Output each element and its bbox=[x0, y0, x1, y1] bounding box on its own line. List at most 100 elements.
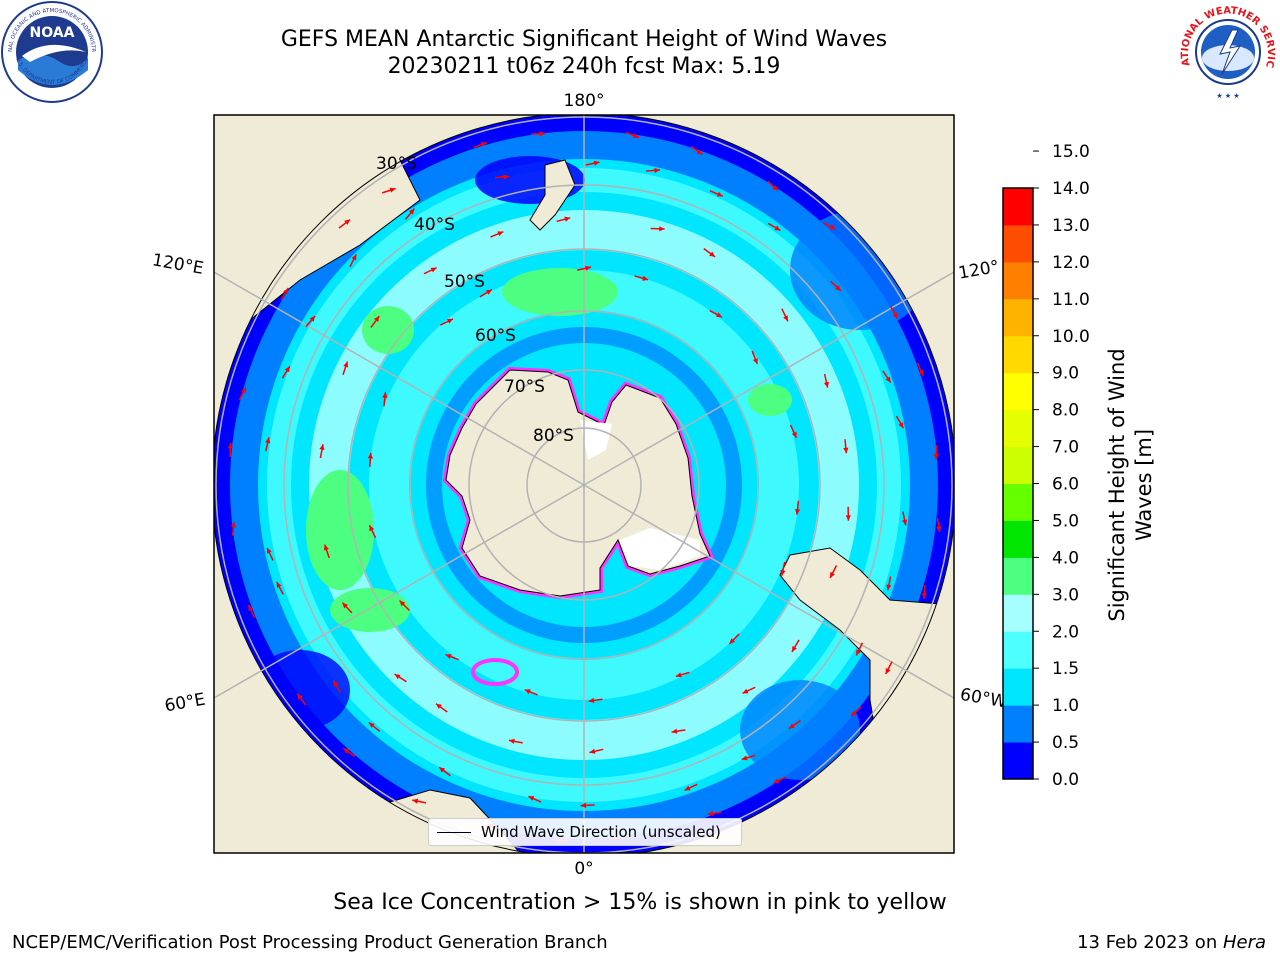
wave-arrow-head bbox=[902, 519, 908, 526]
wave-arrow-head bbox=[659, 226, 665, 232]
credit-machine: Hera bbox=[1222, 932, 1266, 953]
legend-label: Wind Wave Direction (unscaled) bbox=[481, 823, 721, 841]
wave-arrow-head bbox=[588, 697, 595, 703]
wave-arrow-head bbox=[921, 593, 927, 599]
wave-arrow-head bbox=[850, 710, 857, 717]
wave-arrow-head bbox=[885, 668, 891, 675]
wave-arrow-head bbox=[632, 133, 639, 138]
wave-arrow-head bbox=[791, 645, 797, 652]
wave-arrow-head bbox=[265, 437, 271, 444]
wave-arrow-head bbox=[394, 674, 401, 680]
wave-arrow-head bbox=[430, 267, 437, 273]
wave-arrow-head bbox=[845, 515, 851, 521]
wave-arrow-head bbox=[791, 431, 797, 438]
wave-arrow-head bbox=[716, 312, 723, 318]
lat-label: 50°S bbox=[444, 272, 485, 292]
wave-arrow-head bbox=[892, 312, 898, 319]
wave-arrow-head bbox=[284, 366, 290, 373]
wave-patch bbox=[502, 268, 618, 316]
lon-label-60e: 60°E bbox=[163, 690, 207, 717]
wave-arrow-head bbox=[369, 525, 375, 532]
wave-arrow-head bbox=[774, 225, 781, 231]
wave-arrow-head bbox=[936, 526, 942, 533]
wave-arrow-head bbox=[684, 785, 691, 791]
wave-arrow-head bbox=[283, 288, 289, 295]
wave-arrow-head bbox=[933, 453, 939, 460]
wave-arrow-head bbox=[524, 689, 531, 695]
wave-arrow-head bbox=[772, 185, 779, 191]
wave-patch bbox=[748, 384, 792, 416]
wave-arrow-head bbox=[794, 509, 801, 515]
wave-arrow-head bbox=[675, 672, 682, 678]
wave-patch bbox=[330, 588, 410, 632]
wave-arrow-head bbox=[742, 688, 749, 694]
wave-arrow-head bbox=[241, 387, 246, 394]
wave-arrow-head bbox=[439, 767, 446, 773]
chart-title-line-1: GEFS MEAN Antarctic Significant Height o… bbox=[280, 27, 888, 52]
wave-arrow-head bbox=[343, 361, 349, 368]
wave-arrow-head bbox=[343, 748, 350, 754]
wave-arrow-head bbox=[309, 316, 316, 322]
wave-arrow-head bbox=[367, 452, 374, 459]
lat-label: 80°S bbox=[533, 426, 574, 446]
wave-arrow-head bbox=[788, 723, 795, 729]
wave-arrow-head bbox=[564, 216, 571, 222]
wave-arrow-head bbox=[412, 798, 419, 804]
wave-arrow-head bbox=[709, 251, 716, 257]
lon-label-180: 180° bbox=[564, 91, 605, 111]
wave-arrow-head bbox=[589, 748, 596, 754]
wave-arrow-head bbox=[276, 582, 282, 589]
wave-arrow-head bbox=[585, 265, 591, 271]
wave-arrow-head bbox=[368, 722, 375, 729]
noaa-logo: NOAA NATIONAL OCEANIC AND ATMOSPHERIC AD… bbox=[0, 0, 103, 103]
longitude-gridlines bbox=[214, 115, 954, 853]
wave-arrow-head bbox=[351, 254, 357, 261]
wave-arrow-head bbox=[445, 654, 452, 660]
nws-logo: NATIONAL WEATHER SERVICE ★ ★ ★ bbox=[1176, 2, 1276, 100]
wave-arrow-head bbox=[344, 219, 351, 225]
wave-arrow-head bbox=[580, 802, 587, 809]
svg-text:★ ★ ★: ★ ★ ★ bbox=[1216, 92, 1239, 100]
lat-label: 70°S bbox=[504, 377, 545, 397]
lat-label: 40°S bbox=[414, 215, 455, 235]
wave-arrow-head bbox=[382, 392, 388, 398]
lat-label: 60°S bbox=[475, 326, 516, 346]
wave-arrow-head bbox=[856, 649, 861, 656]
wave-arrow-head bbox=[503, 174, 509, 180]
wave-arrow-head bbox=[230, 521, 237, 528]
wave-arrow-head bbox=[823, 381, 830, 388]
map-frame bbox=[213, 114, 955, 854]
credit-date: 13 Feb 2023 on bbox=[1077, 932, 1223, 953]
wave-patch bbox=[362, 306, 414, 354]
wave-arrow-head bbox=[408, 208, 415, 215]
lon-label-60w: 60°W bbox=[959, 685, 1009, 713]
wave-arrow-head bbox=[485, 289, 492, 295]
wave-arrow-head bbox=[752, 358, 758, 365]
wave-arrow-head bbox=[333, 680, 339, 687]
wave-arrow-head bbox=[593, 160, 600, 166]
wave-arrow-head bbox=[696, 149, 703, 155]
chart-title-line-2: 20230211 t06z 240h fcst Max: 5.19 bbox=[387, 54, 781, 79]
wave-arrow-head bbox=[741, 755, 748, 761]
lon-label-120e: 120°E bbox=[151, 250, 205, 279]
wave-arrow-head bbox=[227, 442, 233, 449]
wave-arrow-head bbox=[885, 376, 891, 383]
sea-ice-patch bbox=[471, 658, 519, 686]
credit-right: 13 Feb 2023 on Hera bbox=[1077, 932, 1266, 953]
sea-ice-white bbox=[620, 528, 700, 570]
wave-arrow-head bbox=[373, 316, 380, 323]
wave-arrow-head bbox=[480, 142, 487, 147]
credit-left: NCEP/EMC/Verification Post Processing Pr… bbox=[12, 932, 608, 953]
wave-arrow-head bbox=[780, 569, 786, 576]
sea-ice-white bbox=[580, 420, 612, 460]
wave-arrow-head bbox=[297, 693, 303, 700]
wave-arrow-head bbox=[266, 547, 272, 554]
wave-arrow-head bbox=[508, 738, 515, 744]
lat-label: 30°S bbox=[376, 154, 417, 174]
wave-arrow-head bbox=[707, 810, 714, 817]
lon-label-0: 0° bbox=[574, 859, 593, 879]
wave-arrow-head bbox=[671, 728, 678, 734]
wave-arrow-head bbox=[654, 167, 660, 174]
wave-arrow-head bbox=[435, 703, 442, 709]
